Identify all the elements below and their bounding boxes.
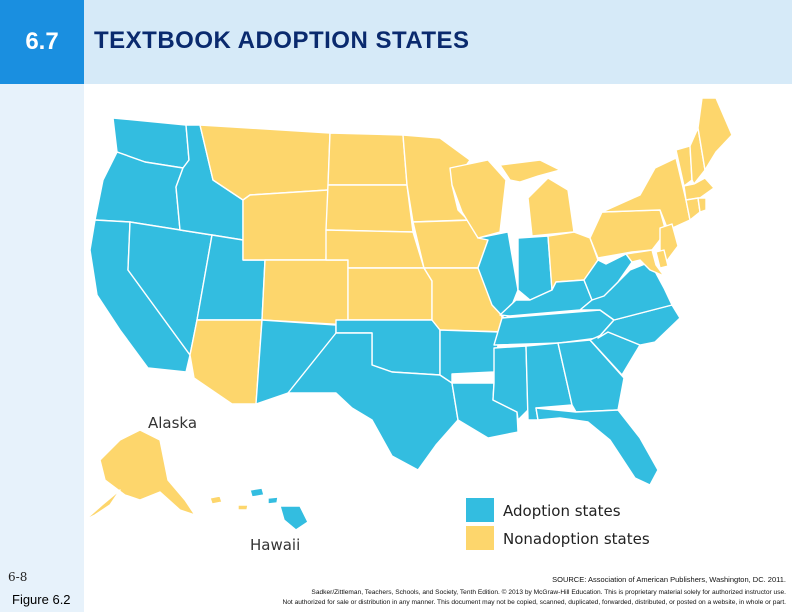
state-md — [625, 249, 665, 277]
state-ky — [499, 279, 593, 317]
state-nh — [689, 127, 706, 185]
state-ri — [697, 197, 707, 213]
state-wy — [242, 189, 329, 261]
alaska-label: Alaska — [148, 414, 197, 432]
state-mi — [499, 159, 575, 237]
section-number: 6.7 — [25, 28, 59, 55]
state-de — [655, 249, 669, 269]
us-map: Alaska Hawaii Adoption states Nonadoptio… — [84, 97, 733, 554]
state-az — [189, 319, 263, 405]
state-ks — [347, 267, 433, 321]
page-number: 6-8 — [8, 570, 28, 584]
figure-label: Figure 6.2 — [12, 592, 71, 607]
state-sd — [325, 184, 414, 233]
state-il — [477, 231, 519, 321]
slide-title: TEXTBOOK ADOPTION STATES — [94, 27, 470, 54]
state-ar — [439, 329, 501, 384]
state-co — [261, 259, 349, 326]
hawaii-label: Hawaii — [250, 536, 300, 554]
state-hi — [249, 487, 309, 531]
state-pa — [589, 209, 667, 259]
state-fl — [535, 407, 659, 486]
state-wi — [449, 159, 507, 239]
copyright-line-1: Sadker/Zittleman, Teachers, Schools, and… — [311, 589, 786, 596]
state-in — [517, 235, 553, 301]
legend-label-nonadoption: Nonadoption states — [503, 530, 650, 548]
title-band: TEXTBOOK ADOPTION STATES — [84, 0, 792, 84]
left-strip — [0, 84, 84, 612]
legend-label-adoption: Adoption states — [503, 502, 621, 520]
state-ak — [84, 429, 196, 521]
copyright-notice: Sadker/Zittleman, Teachers, Schools, and… — [283, 588, 787, 608]
state-nd — [327, 132, 408, 186]
state-mn — [402, 134, 471, 223]
legend-swatch-adoption — [466, 498, 494, 522]
legend-swatch-nonadoption — [466, 526, 494, 550]
section-number-box: 6.7 — [0, 0, 84, 84]
state-me — [697, 97, 733, 171]
state-hi-small-islands — [209, 495, 249, 511]
source-note: SOURCE: Association of American Publishe… — [552, 575, 786, 584]
state-tx — [287, 332, 459, 471]
copyright-line-2: Not authorized for sale or distribution … — [282, 599, 787, 606]
map-legend: Adoption states Nonadoption states — [466, 498, 650, 550]
